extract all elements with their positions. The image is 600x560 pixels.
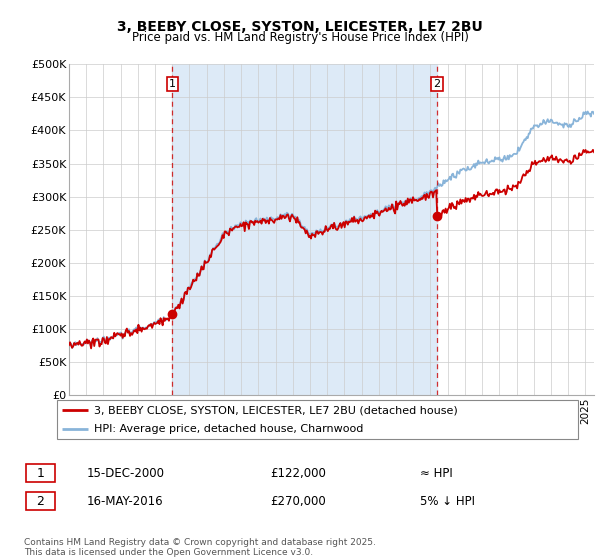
- Text: 1: 1: [37, 466, 44, 480]
- FancyBboxPatch shape: [26, 464, 55, 482]
- Text: 5% ↓ HPI: 5% ↓ HPI: [420, 494, 475, 508]
- Text: £122,000: £122,000: [270, 466, 326, 480]
- Text: 3, BEEBY CLOSE, SYSTON, LEICESTER, LE7 2BU (detached house): 3, BEEBY CLOSE, SYSTON, LEICESTER, LE7 2…: [94, 405, 457, 415]
- Text: 2: 2: [37, 494, 44, 508]
- Text: Contains HM Land Registry data © Crown copyright and database right 2025.
This d: Contains HM Land Registry data © Crown c…: [24, 538, 376, 557]
- Text: 3, BEEBY CLOSE, SYSTON, LEICESTER, LE7 2BU: 3, BEEBY CLOSE, SYSTON, LEICESTER, LE7 2…: [117, 20, 483, 34]
- Text: 2: 2: [433, 79, 440, 89]
- Text: £270,000: £270,000: [270, 494, 326, 508]
- Text: 1: 1: [169, 79, 176, 89]
- Text: ≈ HPI: ≈ HPI: [420, 466, 453, 480]
- Bar: [172, 64, 437, 395]
- Text: HPI: Average price, detached house, Charnwood: HPI: Average price, detached house, Char…: [94, 424, 363, 433]
- FancyBboxPatch shape: [26, 492, 55, 510]
- Text: 16-MAY-2016: 16-MAY-2016: [87, 494, 164, 508]
- Text: 15-DEC-2000: 15-DEC-2000: [87, 466, 165, 480]
- Text: Price paid vs. HM Land Registry's House Price Index (HPI): Price paid vs. HM Land Registry's House …: [131, 31, 469, 44]
- FancyBboxPatch shape: [56, 400, 578, 439]
